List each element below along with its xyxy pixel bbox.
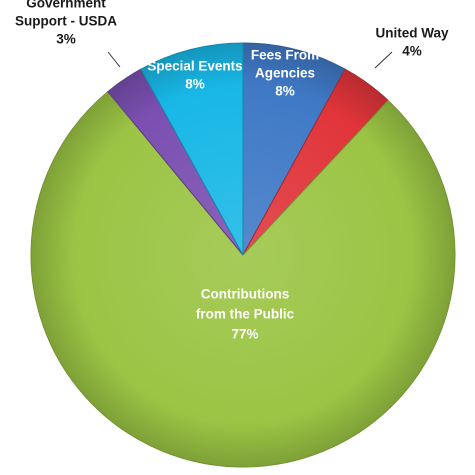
category-label: Support - USDA xyxy=(15,14,117,29)
leader-line-government-support-usda xyxy=(107,51,121,68)
category-label: United Way xyxy=(375,26,448,41)
category-label: Special Events xyxy=(147,59,242,74)
label-contributions-from-the-public: Contributions from the Public 77% xyxy=(196,287,295,342)
value-label: 8% xyxy=(185,77,205,92)
value-label: 77% xyxy=(231,327,258,342)
label-government-support-usda: Government Support - USDA 3% xyxy=(15,0,117,47)
slice-special-events xyxy=(140,42,244,256)
label-united-way: United Way 4% xyxy=(375,26,448,59)
value-label: 3% xyxy=(56,32,76,47)
category-label: Handling xyxy=(256,30,314,45)
value-label: 4% xyxy=(402,44,422,59)
category-label: from the Public xyxy=(196,307,295,322)
value-label: 8% xyxy=(275,84,295,99)
slice-handling-fees-from-agencies xyxy=(242,42,346,256)
label-handling-fees-from-agencies: Handling Fees From Agencies 8% xyxy=(251,30,319,99)
category-label: Fees From xyxy=(251,48,319,63)
category-label: Contributions xyxy=(201,287,289,302)
category-label: Agencies xyxy=(255,66,315,81)
label-special-events: Special Events 8% xyxy=(147,59,242,92)
slice-contributions-from-the-public xyxy=(30,90,456,468)
leader-line-united-way xyxy=(374,51,393,69)
category-label: Government xyxy=(26,0,106,11)
